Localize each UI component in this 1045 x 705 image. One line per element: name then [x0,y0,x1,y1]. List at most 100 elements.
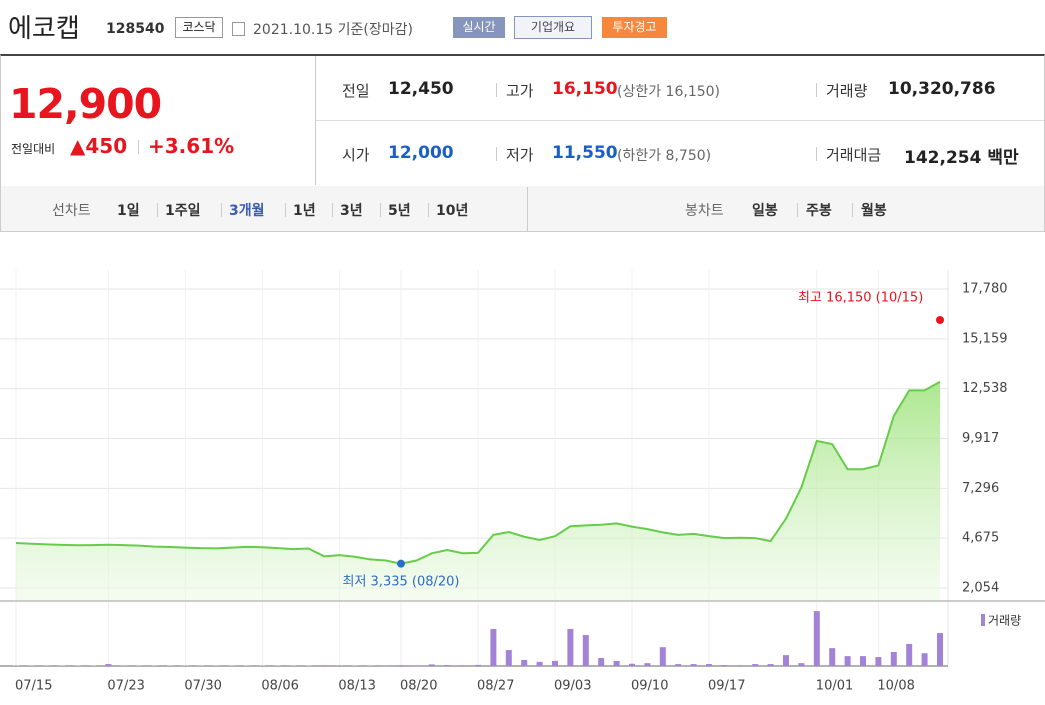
high-dot [936,315,944,324]
separator [332,203,333,217]
price: 12,900 [9,80,162,128]
cell-value: 11,550 [552,143,618,163]
cell-value: 12,000 [388,143,454,163]
candle-tab[interactable]: 월봉 [861,203,887,219]
period-tab[interactable]: 1주일 [165,203,201,219]
tab-bar [0,186,1045,232]
volume-bar [844,656,851,666]
cell-label: 거래량 [826,82,868,100]
x-tick-label: 09/10 [631,679,668,694]
volume-bar [367,665,374,666]
volume-bar [244,665,250,666]
volume-bar [398,665,404,666]
cell-label: 거래대금 [826,146,882,164]
realtime-button[interactable]: 실시간 [453,17,505,38]
volume-bar [783,655,789,666]
period-tab[interactable]: 3년 [340,203,363,219]
period-tab[interactable]: 5년 [388,203,411,219]
company-button[interactable]: 기업개요 [514,16,592,39]
volume-bar [120,665,127,666]
period-tab[interactable]: 10년 [436,203,469,219]
x-tick-label: 07/15 [15,679,52,694]
volume-bar [767,664,774,666]
volume-bar [736,665,743,666]
cell-label: 시가 [342,146,370,164]
volume-bar [860,656,866,666]
volume-bar [521,659,528,666]
cell-note: (상한가 16,150) [617,84,721,100]
low-dot [397,559,405,568]
cell-label: 저가 [506,146,534,164]
volume-bar [890,651,897,666]
volume-bar [505,650,512,666]
separator [380,203,381,217]
change-rate: +3.61% [148,134,235,158]
candle-tab[interactable]: 주봉 [806,203,832,219]
volume-bar [567,628,574,666]
price-area [16,381,940,600]
period-tab[interactable]: 1일 [117,203,140,219]
volume-bar [644,663,651,666]
warning-button[interactable]: 투자경고 [602,17,667,38]
volume-bar [598,658,605,666]
x-tick-label: 10/01 [816,679,853,694]
x-tick-label: 08/27 [477,679,514,694]
x-tick-label: 07/23 [107,679,144,694]
change-label: 전일대비 [11,142,56,156]
period-tab[interactable]: 1년 [293,203,316,219]
volume-bar [906,643,913,666]
calendar-icon [232,22,245,36]
separator [285,203,286,217]
separator [816,147,817,161]
separator [797,203,798,217]
y-tick-label: 12,538 [962,381,1008,396]
stock-name: 에코캡 [8,14,80,44]
y-tick-label: 4,675 [962,531,999,546]
separator [816,83,817,97]
cell-label: 고가 [506,82,534,100]
cell-value: 10,320,786 [888,79,996,99]
volume-bar [552,660,558,666]
low-label: 최저 3,335 (08/20) [342,575,459,590]
volume-bar [321,665,327,666]
candle-chart-label: 봉차트 [685,203,724,219]
volume-bar [428,664,435,666]
volume-bar [937,633,943,666]
volume-bar [336,665,343,666]
separator [496,83,497,97]
volume-bar [59,665,66,666]
separator [221,203,222,217]
period-tab[interactable]: 3개월 [229,203,265,219]
volume-bar [382,665,389,666]
y-tick-label: 7,296 [962,481,999,496]
candle-tab[interactable]: 일봉 [752,203,778,219]
volume-bar [921,653,928,666]
volume-bar [475,664,481,666]
x-tick-label: 08/20 [400,679,437,694]
y-tick-label: 9,917 [962,431,999,446]
legend-swatch [981,614,985,626]
volume-bar [582,635,589,666]
cell-value: 16,150 [552,79,618,99]
separator [157,203,158,217]
cell-note: (하한가 8,750) [617,148,712,164]
divider [316,120,1044,121]
separator [428,203,429,217]
cell-value: 12,450 [388,79,454,99]
volume-bar [351,665,358,666]
y-tick-label: 2,054 [962,581,999,596]
market-badge: 코스닥 [175,17,223,38]
divider [527,187,528,231]
volume-bar [167,665,173,666]
x-tick-label: 09/03 [554,679,591,694]
y-tick-label: 17,780 [962,282,1008,297]
x-tick-label: 09/17 [708,679,745,694]
x-tick-label: 07/30 [184,679,221,694]
volume-bar [305,665,312,666]
x-tick-label: 08/13 [338,679,375,694]
cell-label: 전일 [342,82,370,100]
volume-bar [444,665,451,666]
volume-bar [675,664,682,666]
x-tick-label: 10/08 [877,679,914,694]
